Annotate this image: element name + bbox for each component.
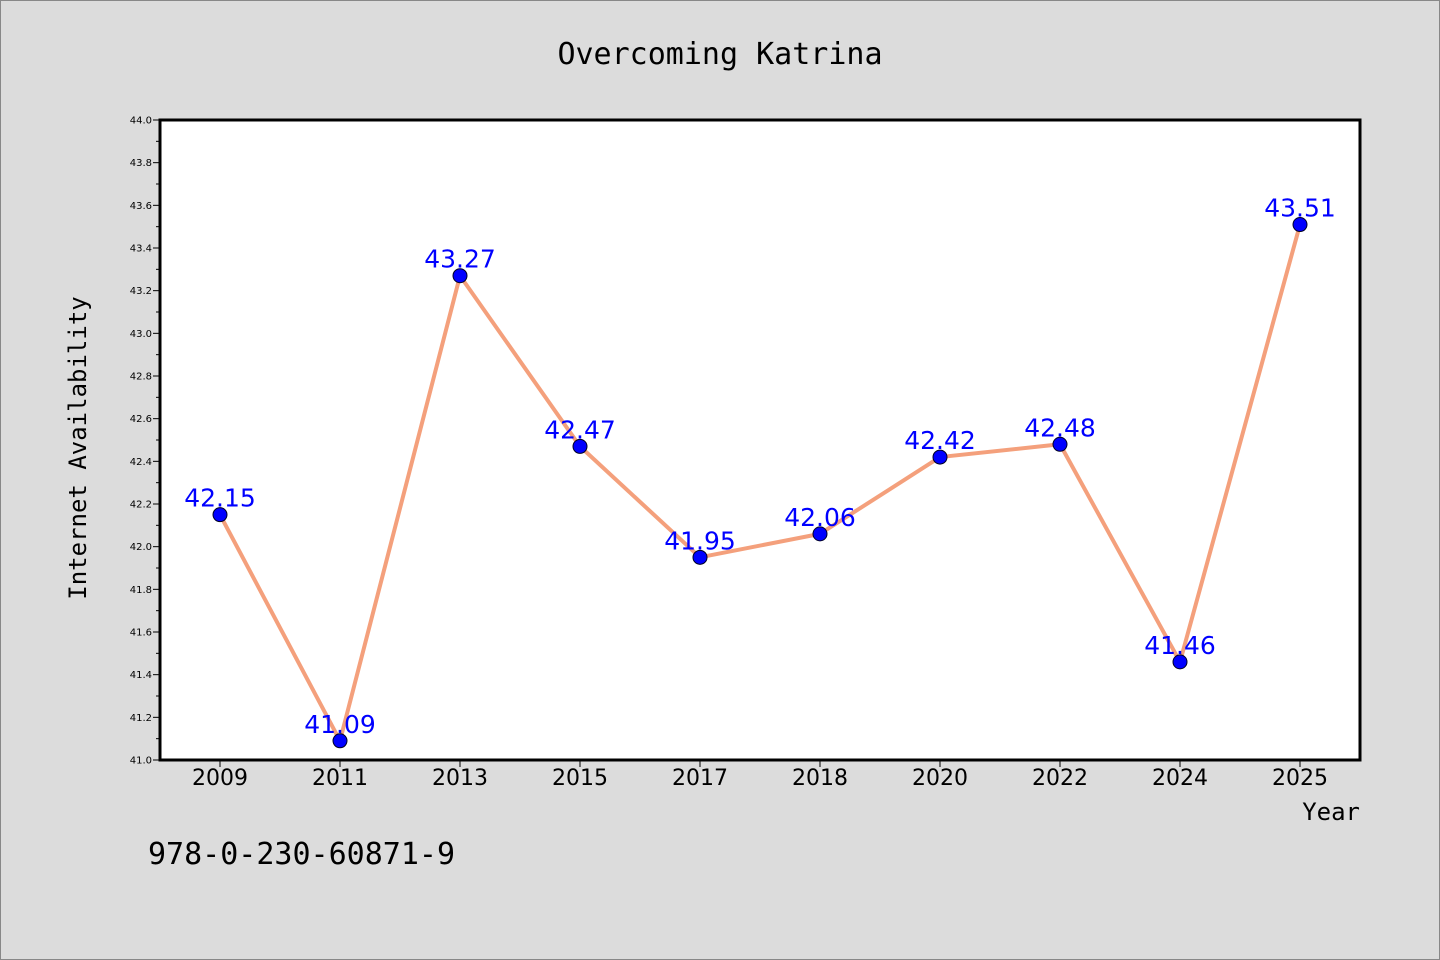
data-labels: 42.15 41.09 43.27 42.47 41.95 42.06 42.42 42.48… bbox=[184, 194, 1336, 739]
data-point bbox=[932, 449, 948, 465]
y-tick-label: 41.2 bbox=[130, 713, 152, 724]
y-tick-label: 42.0 bbox=[130, 542, 152, 553]
y-tick-label: 43.6 bbox=[130, 201, 152, 212]
data-label: 42.15 bbox=[184, 484, 256, 513]
y-tick-label: 43.2 bbox=[130, 286, 152, 297]
data-point bbox=[212, 507, 228, 523]
y-tick-label: 41.0 bbox=[130, 756, 152, 767]
y-tick-label: 41.6 bbox=[130, 628, 152, 639]
y-axis-title: Internet Availability bbox=[64, 296, 92, 599]
data-label: 43.51 bbox=[1264, 194, 1336, 223]
y-tick-label: 41.4 bbox=[130, 670, 152, 681]
data-label: 43.27 bbox=[424, 245, 496, 274]
data-point bbox=[1172, 654, 1188, 670]
x-tick-label: 2013 bbox=[432, 766, 488, 791]
data-label: 42.47 bbox=[544, 415, 616, 444]
isbn-text: 978-0-230-60871-9 bbox=[148, 837, 455, 872]
data-label: 42.06 bbox=[784, 503, 856, 532]
data-label: 42.48 bbox=[1024, 413, 1096, 442]
data-label: 41.46 bbox=[1144, 631, 1216, 660]
y-tick-label: 43.8 bbox=[130, 158, 152, 169]
y-tick-label: 43.0 bbox=[130, 329, 152, 340]
data-point bbox=[452, 268, 468, 284]
y-tick-label: 41.8 bbox=[130, 585, 152, 596]
chart-title: Overcoming Katrina bbox=[557, 37, 882, 72]
y-axis: 41.0 41.2 41.4 41.6 41.8 42.0 42.2 42.4 42.6 42.8… bbox=[130, 116, 160, 767]
x-tick-label: 2009 bbox=[192, 766, 248, 791]
data-markers bbox=[212, 217, 1308, 749]
data-point bbox=[692, 549, 708, 565]
y-tick-label: 42.2 bbox=[130, 500, 152, 511]
x-tick-label: 2024 bbox=[1152, 766, 1208, 791]
y-tick-label: 42.4 bbox=[130, 457, 152, 468]
x-tick-label: 2015 bbox=[552, 766, 608, 791]
plot-area bbox=[158, 118, 1362, 762]
x-tick-label: 2017 bbox=[672, 766, 728, 791]
x-tick-label: 2020 bbox=[912, 766, 968, 791]
data-point bbox=[332, 733, 348, 749]
data-point bbox=[1292, 217, 1308, 233]
y-tick-label: 44.0 bbox=[130, 116, 152, 127]
series-line bbox=[218, 224, 1302, 743]
x-tick-label: 2011 bbox=[312, 766, 368, 791]
y-tick-label: 42.8 bbox=[130, 372, 152, 383]
data-label: 41.95 bbox=[664, 526, 736, 555]
y-tick-label: 42.6 bbox=[130, 414, 152, 425]
x-tick-label: 2018 bbox=[792, 766, 848, 791]
x-axis-title: Year bbox=[1302, 798, 1360, 826]
x-tick-label: 2022 bbox=[1032, 766, 1088, 791]
x-tick-label: 2025 bbox=[1272, 766, 1328, 791]
data-point bbox=[1052, 436, 1068, 452]
data-label: 41.09 bbox=[304, 710, 376, 739]
data-point bbox=[812, 526, 828, 542]
data-label: 42.42 bbox=[904, 426, 976, 455]
y-tick-label: 43.4 bbox=[130, 244, 152, 255]
x-axis: 2009 2011 2013 2015 2017 2018 2020 2022 2024 2025 bbox=[192, 760, 1328, 791]
data-point bbox=[572, 438, 588, 454]
